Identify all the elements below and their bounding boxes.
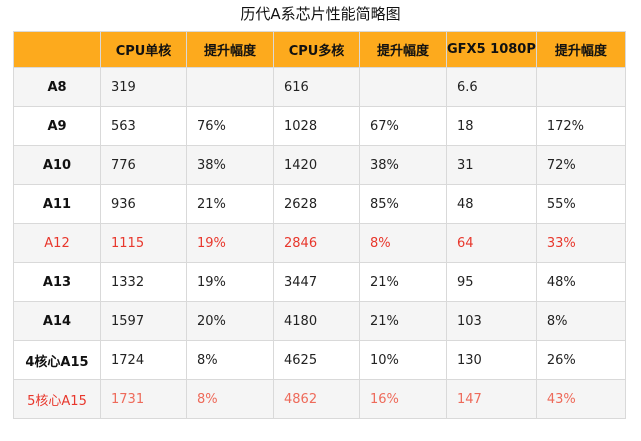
cell-cpu-multi: 1420 [273,145,360,185]
cell-single-gain [186,67,274,107]
cell-multi-gain: 8% [359,223,447,263]
header-cpu-multi: CPU多核 [273,31,360,68]
cell-cpu-single: 1597 [100,301,187,341]
cell-multi-gain: 16% [359,379,447,419]
cell-gfx-gain: 72% [535,145,626,185]
chip-name: A12 [13,223,101,263]
cell-cpu-multi: 4180 [273,301,360,341]
cell-cpu-single: 563 [100,106,187,146]
cell-multi-gain [359,67,447,107]
cell-gfx: 64 [446,223,537,263]
header-gfx-gain: 提升幅度 [535,31,626,68]
cell-multi-gain: 10% [359,340,447,380]
chip-name: 5核心A15 [13,379,101,419]
cell-gfx: 31 [446,145,537,185]
header-multi-gain: 提升幅度 [359,31,447,68]
cell-single-gain: 21% [186,184,274,224]
cell-cpu-single: 1731 [100,379,187,419]
cell-gfx-gain: 33% [535,223,626,263]
cell-gfx: 48 [446,184,537,224]
header-chip [13,31,101,68]
cell-single-gain: 20% [186,301,274,341]
cell-cpu-single: 1332 [100,262,187,302]
cell-cpu-multi: 4625 [273,340,360,380]
cell-gfx-gain: 55% [535,184,626,224]
cell-cpu-multi: 616 [273,67,360,107]
chip-performance-table: CPU单核 提升幅度 CPU多核 提升幅度 GFX5 1080P 提升幅度 A8… [13,31,626,419]
chip-name: A9 [13,106,101,146]
cell-gfx: 95 [446,262,537,302]
cell-cpu-single: 319 [100,67,187,107]
cell-cpu-multi: 2846 [273,223,360,263]
chip-name: 4核心A15 [13,340,101,380]
cell-multi-gain: 21% [359,262,447,302]
cell-single-gain: 38% [186,145,274,185]
table-row: 4核心A15 1724 8% 4625 10% 130 26% [13,340,626,380]
header-gfx: GFX5 1080P [446,31,537,68]
chip-name: A8 [13,67,101,107]
cell-cpu-multi: 1028 [273,106,360,146]
cell-gfx: 6.6 [446,67,537,107]
cell-gfx: 18 [446,106,537,146]
table-row: A13 1332 19% 3447 21% 95 48% [13,262,626,302]
header-single-gain: 提升幅度 [186,31,274,68]
header-cpu-single: CPU单核 [100,31,187,68]
cell-gfx-gain: 43% [535,379,626,419]
chip-name: A13 [13,262,101,302]
cell-cpu-single: 1724 [100,340,187,380]
cell-multi-gain: 38% [359,145,447,185]
cell-cpu-single: 1115 [100,223,187,263]
cell-gfx: 103 [446,301,537,341]
table-row: A9 563 76% 1028 67% 18 172% [13,106,626,146]
table-row: A11 936 21% 2628 85% 48 55% [13,184,626,224]
table-row: A14 1597 20% 4180 21% 103 8% [13,301,626,341]
chip-name: A14 [13,301,101,341]
cell-cpu-multi: 4862 [273,379,360,419]
cell-single-gain: 8% [186,340,274,380]
cell-multi-gain: 21% [359,301,447,341]
chip-name: A10 [13,145,101,185]
cell-gfx: 130 [446,340,537,380]
cell-multi-gain: 85% [359,184,447,224]
cell-cpu-single: 936 [100,184,187,224]
cell-single-gain: 19% [186,223,274,263]
cell-single-gain: 76% [186,106,274,146]
cell-multi-gain: 67% [359,106,447,146]
table-row-highlighted: A12 1115 19% 2846 8% 64 33% [13,223,626,263]
table-row: A8 319 616 6.6 [13,67,626,107]
chip-name: A11 [13,184,101,224]
cell-gfx-gain: 8% [535,301,626,341]
cell-gfx-gain: 48% [535,262,626,302]
table-title: 历代A系芯片性能简略图 [240,5,401,23]
cell-gfx-gain: 172% [535,106,626,146]
cell-gfx-gain: 26% [535,340,626,380]
cell-gfx: 147 [446,379,537,419]
table-row: A10 776 38% 1420 38% 31 72% [13,145,626,185]
cell-cpu-single: 776 [100,145,187,185]
cell-cpu-multi: 2628 [273,184,360,224]
cell-single-gain: 8% [186,379,274,419]
cell-single-gain: 19% [186,262,274,302]
table-row-highlighted: 5核心A15 1731 8% 4862 16% 147 43% [13,379,626,419]
cell-cpu-multi: 3447 [273,262,360,302]
cell-gfx-gain [535,67,626,107]
header-row: CPU单核 提升幅度 CPU多核 提升幅度 GFX5 1080P 提升幅度 [13,31,626,68]
